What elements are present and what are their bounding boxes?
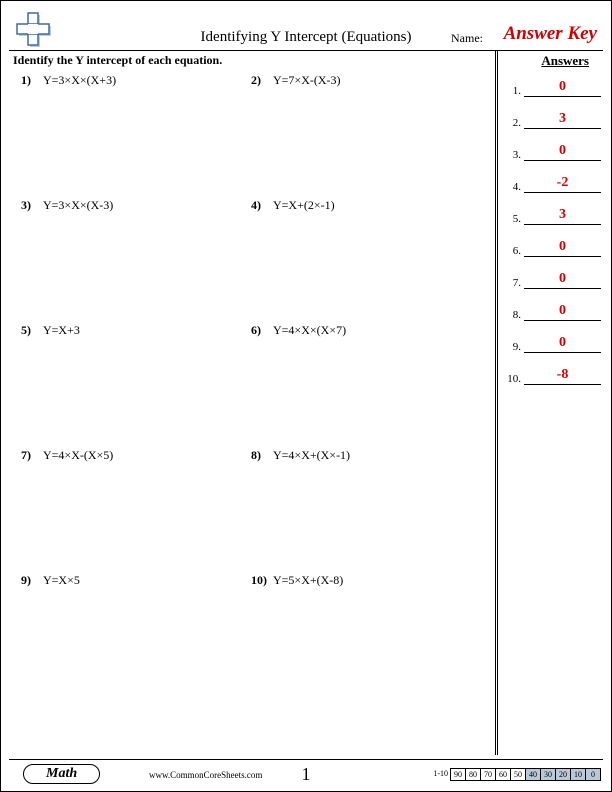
answer-number: 2.: [506, 117, 524, 129]
answer-row: 2.3: [506, 111, 601, 129]
worksheet-page: Identifying Y Intercept (Equations) Name…: [0, 0, 612, 792]
answer-number: 8.: [506, 309, 524, 321]
problem-row: 7) Y=4×X-(X×5) 8) Y=4×X+(X×-1): [21, 448, 481, 463]
problem-equation: Y=X+(2×-1): [273, 198, 335, 213]
problem-row: 9) Y=X×5 10) Y=5×X+(X-8): [21, 573, 481, 588]
answer-row: 6.0: [506, 239, 601, 257]
problem-cell: 9) Y=X×5: [21, 573, 251, 588]
answer-number: 4.: [506, 181, 524, 193]
answer-number: 10.: [506, 373, 524, 385]
problem-equation: Y=5×X+(X-8): [273, 573, 343, 588]
answer-key-label: Answer Key: [504, 23, 597, 45]
score-cell: 20: [555, 768, 571, 781]
problem-cell: 4) Y=X+(2×-1): [251, 198, 481, 213]
site-url: www.CommonCoreSheets.com: [149, 770, 262, 780]
answer-value: 3: [524, 111, 601, 129]
answer-number: 7.: [506, 277, 524, 289]
answer-row: 5.3: [506, 207, 601, 225]
problem-number: 1): [21, 73, 43, 88]
answer-row: 9.0: [506, 335, 601, 353]
answer-row: 1.0: [506, 79, 601, 97]
score-cell: 10: [570, 768, 586, 781]
problem-cell: 2) Y=7×X-(X-3): [251, 73, 481, 88]
problem-cell: 5) Y=X+3: [21, 323, 251, 338]
problem-number: 3): [21, 198, 43, 213]
score-cell: 40: [525, 768, 541, 781]
problems-grid: 1) Y=3×X×(X+3) 2) Y=7×X-(X-3) 3) Y=3×X×(…: [21, 73, 481, 698]
problem-cell: 6) Y=4×X×(X×7): [251, 323, 481, 338]
problem-equation: Y=4×X×(X×7): [273, 323, 346, 338]
problem-number: 7): [21, 448, 43, 463]
answer-value: -2: [524, 175, 601, 193]
answers-header: Answers: [541, 53, 589, 69]
problem-number: 10): [251, 573, 273, 588]
score-cell: 50: [510, 768, 526, 781]
answer-row: 10.-8: [506, 367, 601, 385]
problem-equation: Y=X+3: [43, 323, 80, 338]
answer-value: -8: [524, 367, 601, 385]
instruction-text: Identify the Y intercept of each equatio…: [13, 53, 222, 68]
problem-number: 6): [251, 323, 273, 338]
problem-equation: Y=3×X×(X-3): [43, 198, 113, 213]
answer-row: 4.-2: [506, 175, 601, 193]
problem-row: 3) Y=3×X×(X-3) 4) Y=X+(2×-1): [21, 198, 481, 213]
answer-value: 3: [524, 207, 601, 225]
answer-value: 0: [524, 335, 601, 353]
answer-row: 3.0: [506, 143, 601, 161]
footer: 1 Math www.CommonCoreSheets.com 1-10 90 …: [9, 759, 603, 785]
score-cell: 70: [480, 768, 496, 781]
problem-equation: Y=4×X+(X×-1): [273, 448, 350, 463]
name-label: Name:: [451, 31, 483, 46]
problem-number: 4): [251, 198, 273, 213]
answer-number: 3.: [506, 149, 524, 161]
score-cell: 30: [540, 768, 556, 781]
score-cell: 0: [585, 768, 601, 781]
score-cell: 80: [465, 768, 481, 781]
header: Identifying Y Intercept (Equations) Name…: [9, 9, 603, 51]
subject-badge: Math: [23, 764, 100, 784]
answer-value: 0: [524, 143, 601, 161]
answer-value: 0: [524, 79, 601, 97]
problem-equation: Y=7×X-(X-3): [273, 73, 341, 88]
problem-cell: 3) Y=3×X×(X-3): [21, 198, 251, 213]
problem-cell: 1) Y=3×X×(X+3): [21, 73, 251, 88]
answer-number: 9.: [506, 341, 524, 353]
answer-number: 6.: [506, 245, 524, 257]
problem-number: 9): [21, 573, 43, 588]
answer-value: 0: [524, 271, 601, 289]
problem-cell: 8) Y=4×X+(X×-1): [251, 448, 481, 463]
answer-number: 5.: [506, 213, 524, 225]
problem-number: 5): [21, 323, 43, 338]
problem-cell: 10) Y=5×X+(X-8): [251, 573, 481, 588]
problem-equation: Y=4×X-(X×5): [43, 448, 113, 463]
answer-row: 7.0: [506, 271, 601, 289]
problem-equation: Y=X×5: [43, 573, 80, 588]
answer-number: 1.: [506, 85, 524, 97]
problem-row: 1) Y=3×X×(X+3) 2) Y=7×X-(X-3): [21, 73, 481, 88]
answers-column: 1.0 2.3 3.0 4.-2 5.3 6.0 7.0 8.0 9.0 10.…: [506, 79, 601, 399]
problem-number: 2): [251, 73, 273, 88]
answer-value: 0: [524, 239, 601, 257]
score-cell: 90: [450, 768, 466, 781]
problem-row: 5) Y=X+3 6) Y=4×X×(X×7): [21, 323, 481, 338]
problem-equation: Y=3×X×(X+3): [43, 73, 116, 88]
score-cell: 60: [495, 768, 511, 781]
score-strip: 1-10 90 80 70 60 50 40 30 20 10 0: [430, 768, 601, 781]
vertical-divider: [495, 51, 498, 755]
answer-value: 0: [524, 303, 601, 321]
problem-number: 8): [251, 448, 273, 463]
score-label: 1-10: [430, 768, 451, 781]
answer-row: 8.0: [506, 303, 601, 321]
problem-cell: 7) Y=4×X-(X×5): [21, 448, 251, 463]
